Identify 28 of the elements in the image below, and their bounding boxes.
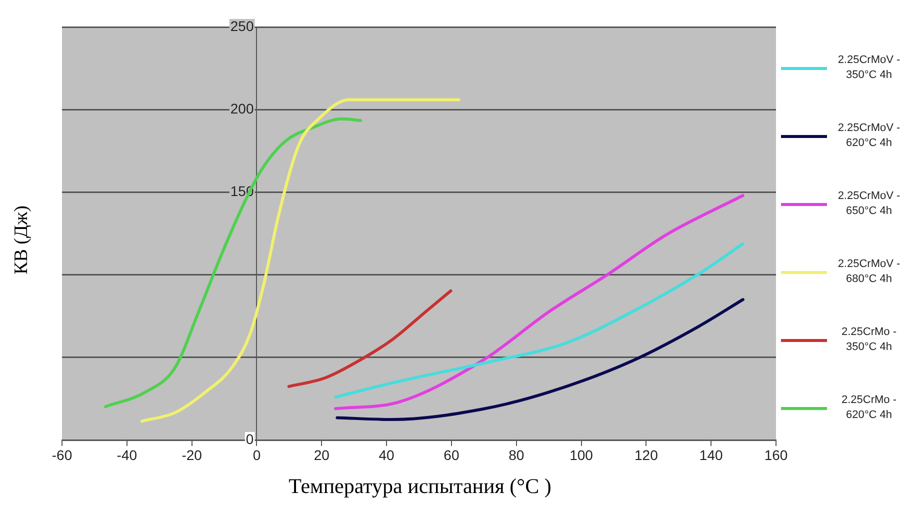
x-tick-label: -20 [182,446,202,463]
x-tick-label: 80 [508,446,524,463]
line-series [140,98,460,423]
line-series [334,194,744,410]
x-tick-label: 20 [314,446,330,463]
legend-label: 2.25CrMoV - 350°C 4h [836,53,902,83]
legend-label: 2.25CrMo - 620°C 4h [840,393,898,423]
x-tick-label: 60 [444,446,460,463]
x-tick-label: -60 [52,446,72,463]
legend-label: 2.25CrMoV - 650°C 4h [836,189,902,219]
y-tick-label: 0 [246,430,254,447]
x-tick-label: 160 [764,446,788,463]
y-tick-label: 200 [230,100,254,116]
x-axis-title: Температура испытания (°C ) [288,474,552,499]
legend-label: 2.25CrMoV - 620°C 4h [836,121,902,151]
x-tick-label: -40 [116,446,138,463]
x-tick-label: 140 [699,446,723,463]
legend-label: 2.25CrMoV - 680°C 4h [836,257,902,287]
y-tick-label: 250 [230,18,254,34]
x-tick-label: 120 [634,446,658,463]
x-tick-label: 100 [570,446,594,463]
line-series [336,298,744,422]
line-series [104,117,362,408]
y-axis-title: КВ (Дж) [11,206,33,274]
x-tick-label: 40 [378,446,395,463]
line-series [334,242,744,399]
line-series [287,289,452,388]
legend-label: 2.25CrMo - 350°C 4h [840,325,898,355]
